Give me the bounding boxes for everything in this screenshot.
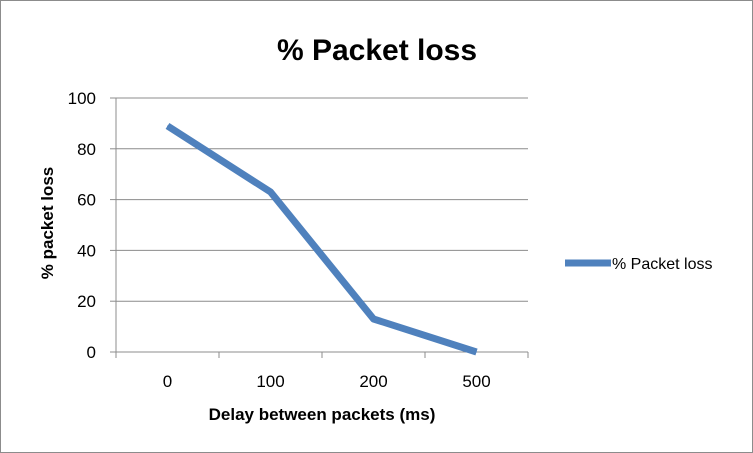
chart-title: % Packet loss [277,34,477,67]
data-point [270,191,271,193]
y-tick-label: 100 [68,89,96,108]
data-point [373,318,374,320]
data-point [167,125,168,127]
gridlines [116,97,528,302]
y-tick-label: 40 [77,241,96,260]
data-point [476,351,477,353]
y-tick-label: 80 [77,140,96,159]
y-tick-label: 60 [77,191,96,210]
x-tick-label: 500 [462,372,490,391]
y-tick-label: 20 [77,292,96,311]
legend: % Packet loss [565,256,712,273]
x-tick-label: 200 [359,372,387,391]
series-line [165,122,478,356]
x-tick-label: 0 [163,372,172,391]
x-axis-title: Delay between packets (ms) [209,405,436,424]
y-axis-title: % packet loss [38,167,57,279]
legend-label: % Packet loss [612,256,712,273]
tick-labels: 0 20 40 60 80 100 0 100 200 500 [68,89,491,391]
y-tick-label: 0 [87,343,96,362]
series-layer [165,122,478,356]
x-tick-label: 100 [256,372,284,391]
axes [110,97,529,358]
